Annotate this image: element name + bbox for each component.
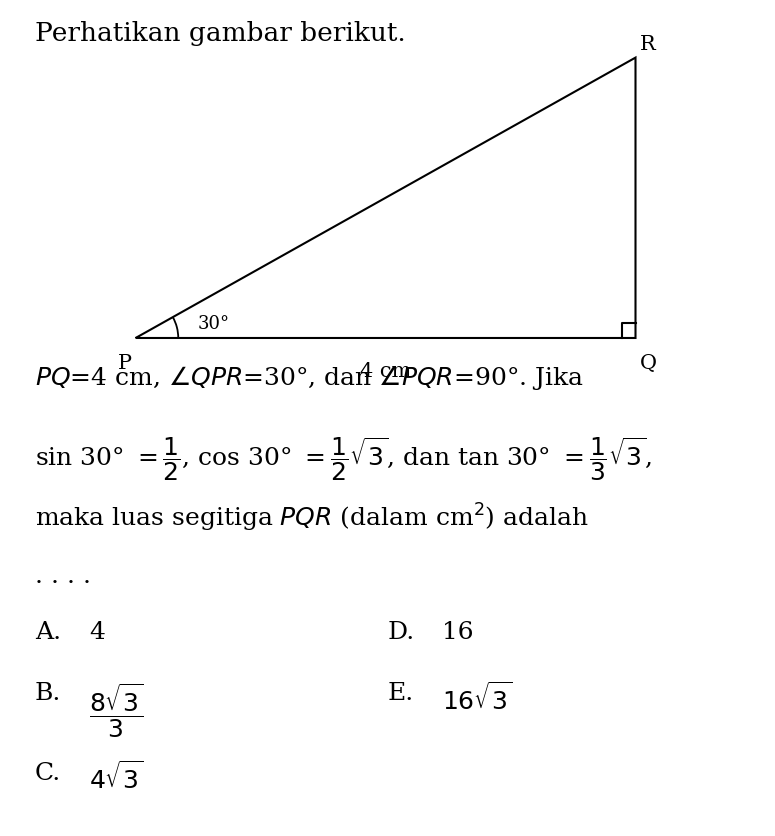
Text: 30°: 30° [198, 314, 230, 333]
Text: E.: E. [388, 681, 414, 704]
Text: $\dfrac{8\sqrt{3}}{3}$: $\dfrac{8\sqrt{3}}{3}$ [89, 681, 143, 740]
Text: 4 cm: 4 cm [360, 361, 412, 380]
Text: Perhatikan gambar berikut.: Perhatikan gambar berikut. [35, 21, 405, 46]
Text: Q: Q [639, 354, 656, 373]
Text: 4: 4 [89, 620, 105, 643]
Text: $PQ$=4 cm, $\angle QPR$=30°, dan $\angle PQR$=90°. Jika: $PQ$=4 cm, $\angle QPR$=30°, dan $\angle… [35, 364, 584, 391]
Text: C.: C. [35, 761, 61, 783]
Text: sin 30° $=\dfrac{1}{2}$, cos 30° $=\dfrac{1}{2}\sqrt{3}$, dan tan 30° $=\dfrac{1: sin 30° $=\dfrac{1}{2}$, cos 30° $=\dfra… [35, 435, 652, 482]
Text: $4\sqrt{3}$: $4\sqrt{3}$ [89, 761, 143, 793]
Text: 16: 16 [442, 620, 474, 643]
Text: maka luas segitiga $PQR$ (dalam cm$^2$) adalah: maka luas segitiga $PQR$ (dalam cm$^2$) … [35, 502, 589, 533]
Text: $16\sqrt{3}$: $16\sqrt{3}$ [442, 681, 512, 714]
Text: . . . .: . . . . [35, 564, 91, 587]
Text: A.: A. [35, 620, 61, 643]
Text: P: P [118, 354, 132, 373]
Text: B.: B. [35, 681, 61, 704]
Text: D.: D. [388, 620, 415, 643]
Text: R: R [639, 35, 656, 54]
